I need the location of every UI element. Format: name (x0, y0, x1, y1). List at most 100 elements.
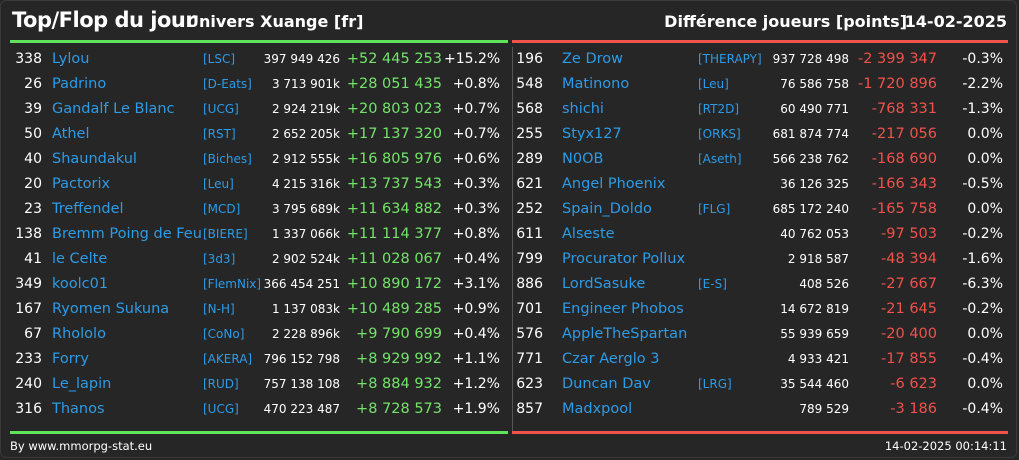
player-rank: 50 (24, 126, 42, 142)
player-points: 397 949 426 (263, 52, 340, 66)
points-difference: +11 114 377 (346, 226, 442, 242)
percent-change: 0.0% (967, 201, 1003, 217)
player-guild-link[interactable]: [Leu] (203, 177, 234, 191)
player-row: 255 Styx127 [ORKS] 681 874 774 -217 056 0.0% (513, 122, 1009, 147)
player-row: 338 Lylou [LSC] 397 949 426 +52 445 253 +15.2… (10, 47, 508, 72)
player-points: 789 529 (799, 402, 849, 416)
player-name-link[interactable]: Procurator Pollux (562, 251, 686, 267)
player-name-link[interactable]: Rhololo (52, 326, 106, 342)
player-guild-link[interactable]: [ORKS] (698, 127, 741, 141)
player-points: 2 228 896k (271, 327, 340, 341)
player-guild-link[interactable]: [LRG] (698, 377, 732, 391)
player-name-link[interactable]: Pactorix (52, 176, 111, 192)
player-guild-link[interactable]: [Leu] (698, 77, 729, 91)
player-points: 35 544 460 (780, 377, 849, 391)
player-name-link[interactable]: shichi (562, 101, 604, 117)
player-guild-link[interactable]: [Biches] (203, 152, 252, 166)
player-guild-link[interactable]: [3d3] (203, 252, 236, 266)
player-guild-link[interactable]: [THERAPY] (698, 52, 762, 66)
percent-change: +0.8% (452, 226, 500, 242)
player-row: 50 Athel [RST] 2 652 205k +17 137 320 +0.7% (10, 122, 508, 147)
player-name-link[interactable]: Ryomen Sukuna (52, 301, 170, 317)
player-name-link[interactable]: koolc01 (52, 276, 109, 292)
player-guild-link[interactable]: [FLG] (698, 202, 731, 216)
player-guild-link[interactable]: [UCG] (203, 402, 239, 416)
player-guild-link[interactable]: [LSC] (203, 52, 236, 66)
player-guild-link[interactable]: [E-S] (698, 277, 727, 291)
player-points: 757 138 108 (263, 377, 340, 391)
player-points: 76 586 758 (780, 77, 849, 91)
percent-change: +15.2% (444, 51, 501, 67)
points-difference: -165 758 (871, 201, 937, 217)
player-name-link[interactable]: le Celte (52, 251, 108, 267)
points-difference: -20 400 (881, 326, 937, 342)
player-name-link[interactable]: Ze Drow (562, 51, 624, 67)
player-name-link[interactable]: N0OB (562, 151, 604, 167)
player-name-link[interactable]: Czar Aerglo 3 (562, 351, 660, 367)
player-name-link[interactable]: AppleTheSpartan (562, 326, 688, 342)
player-name-link[interactable]: Le_lapin (52, 376, 112, 392)
percent-change: +3.1% (452, 276, 500, 292)
points-difference: +20 803 023 (346, 101, 442, 117)
player-name-link[interactable]: Bremm Poing de Feu (52, 226, 202, 242)
points-difference: -21 645 (881, 301, 937, 317)
player-name-link[interactable]: Matinono (562, 76, 630, 92)
player-row: 41 le Celte [3d3] 2 902 524k +11 028 067 +0.4… (10, 247, 508, 272)
player-name-link[interactable]: Engineer Phobos (562, 301, 684, 317)
player-row: 349 koolc01 [FlemNix] 366 454 251 +10 890 17… (10, 272, 508, 297)
player-guild-link[interactable]: [BIERE] (203, 227, 248, 241)
player-name-link[interactable]: Shaundakul (52, 151, 137, 167)
player-points: 470 223 487 (263, 402, 340, 416)
points-difference: +10 890 172 (346, 276, 442, 292)
player-row: 799 Procurator Pollux 2 918 587 -48 394 -1.6… (513, 247, 1009, 272)
player-guild-link[interactable]: [CoNo] (203, 327, 245, 341)
player-name-link[interactable]: LordSasuke (562, 276, 646, 292)
player-name-link[interactable]: Gandalf Le Blanc (52, 101, 175, 117)
player-name-link[interactable]: Athel (52, 126, 90, 142)
generated-timestamp: 14-02-2025 00:14:11 (884, 439, 1007, 453)
player-guild-link[interactable]: [MCD] (203, 202, 241, 216)
points-difference: -48 394 (881, 251, 937, 267)
player-row: 252 Spain_Doldo [FLG] 685 172 240 -165 758 0.… (513, 197, 1009, 222)
player-guild-link[interactable]: [RUD] (203, 377, 239, 391)
player-name-link[interactable]: Lylou (52, 51, 90, 67)
player-name-link[interactable]: Madxpool (562, 401, 633, 417)
player-points: 14 672 819 (780, 302, 849, 316)
player-name-link[interactable]: Treffendel (52, 201, 124, 217)
player-guild-link[interactable]: [D-Eats] (203, 77, 252, 91)
player-rank: 240 (15, 376, 42, 392)
player-name-link[interactable]: Alseste (562, 226, 615, 242)
percent-change: +1.9% (452, 401, 500, 417)
player-name-link[interactable]: Thanos (52, 401, 105, 417)
player-name-link[interactable]: Duncan Dav (562, 376, 651, 392)
player-row: 138 Bremm Poing de Feu [BIERE] 1 337 066k +1… (10, 222, 508, 247)
percent-change: -0.3% (962, 51, 1003, 67)
player-name-link[interactable]: Styx127 (562, 126, 622, 142)
player-row: 39 Gandalf Le Blanc [UCG] 2 924 219k +20 803… (10, 97, 508, 122)
player-points: 3 795 689k (271, 202, 340, 216)
player-guild-link[interactable]: [UCG] (203, 102, 239, 116)
player-points: 681 874 774 (772, 127, 849, 141)
player-guild-link[interactable]: [RT2D] (698, 102, 740, 116)
player-rank: 67 (24, 326, 42, 342)
percent-change: -0.2% (962, 301, 1003, 317)
player-name-link[interactable]: Angel Phoenix (562, 176, 666, 192)
player-name-link[interactable]: Spain_Doldo (562, 201, 652, 217)
player-guild-link[interactable]: [Aseth] (698, 152, 742, 166)
player-guild-link[interactable]: [N-H] (203, 302, 235, 316)
player-points: 60 490 771 (780, 102, 849, 116)
percent-change: 0.0% (967, 126, 1003, 142)
points-difference: +8 728 573 (356, 401, 442, 417)
points-difference: -768 331 (871, 101, 937, 117)
player-guild-link[interactable]: [FlemNix] (203, 277, 262, 291)
points-difference: +16 805 976 (346, 151, 442, 167)
percent-change: -0.4% (962, 351, 1003, 367)
points-difference: +11 634 882 (346, 201, 442, 217)
player-guild-link[interactable]: [AKERA] (203, 352, 253, 366)
player-guild-link[interactable]: [RST] (203, 127, 236, 141)
player-name-link[interactable]: Forry (52, 351, 89, 367)
player-row: 621 Angel Phoenix 36 126 325 -166 343 -0.5% (513, 172, 1009, 197)
player-name-link[interactable]: Padrino (52, 76, 107, 92)
percent-change: -1.3% (962, 101, 1003, 117)
